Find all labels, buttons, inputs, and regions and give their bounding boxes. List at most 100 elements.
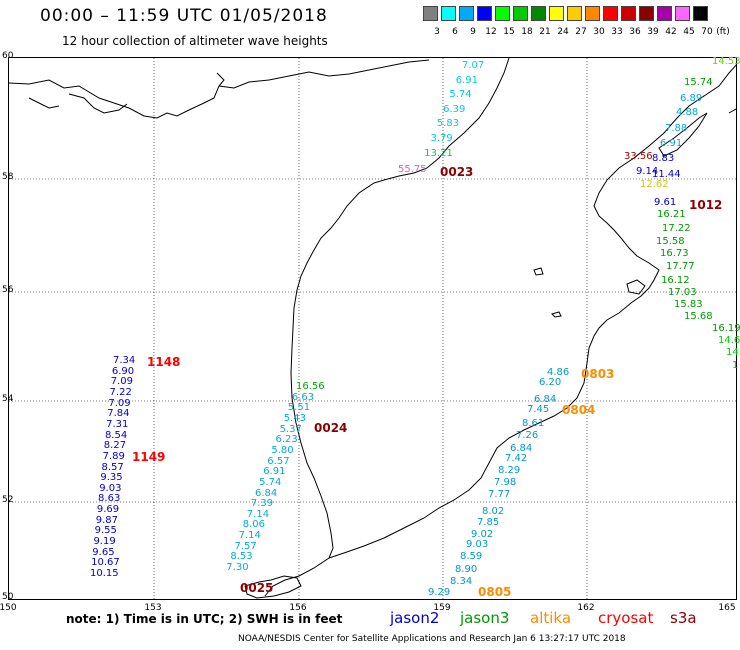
legend-swatch — [621, 6, 636, 21]
track-east-value: 8.61 — [522, 418, 545, 429]
legend-swatch — [657, 6, 672, 21]
legend-label: 27 — [575, 27, 587, 37]
track-east-value: 7.42 — [505, 453, 528, 464]
units-note: note: 1) Time is in UTC; 2) SWH is in fe… — [66, 612, 343, 626]
map-subtitle: 12 hour collection of altimeter wave hei… — [62, 34, 328, 48]
track-west-value: 7.89 — [102, 450, 125, 462]
track-north-value: 3.79 — [430, 133, 453, 144]
track-northeast-value: 16.21 — [657, 209, 686, 220]
lat-lon-grid — [9, 58, 736, 599]
track-west-value: 10.15 — [90, 568, 119, 579]
track-west-value: 7.34 — [113, 355, 136, 366]
latitude-label: 56 — [2, 285, 14, 295]
legend-swatch — [441, 6, 456, 21]
track-west-value: 8.54 — [104, 429, 128, 441]
track-time-label: 0023 — [440, 165, 474, 179]
legend-label: 21 — [539, 27, 551, 37]
track-north-value: 55.75 — [398, 164, 427, 175]
track-time-label: 1148 — [147, 355, 181, 369]
track-east-value: 8.59 — [460, 551, 483, 562]
legend-unit: (ft) — [716, 27, 730, 37]
track-north-value: 13.21 — [424, 147, 453, 159]
track-center-value: 6.63 — [291, 391, 315, 403]
track-northeast-value: 15.68 — [684, 311, 713, 322]
track-center-value: 5.51 — [287, 402, 311, 414]
track-west-value: 7.09 — [110, 376, 133, 388]
track-center-value: 7.30 — [226, 562, 249, 574]
track-east-value: 9.29 — [428, 587, 451, 598]
track-east-value: 6.20 — [539, 377, 562, 388]
track-east-value: 7.26 — [516, 430, 539, 441]
coastline — [9, 58, 736, 599]
track-west-value: 6.90 — [111, 365, 135, 377]
satellite-name: jason2 — [390, 609, 440, 627]
legend-label: 3 — [434, 27, 440, 37]
legend-swatch — [531, 6, 546, 21]
track-center-value: 6.91 — [263, 466, 286, 478]
track-center-value: 8.53 — [230, 551, 253, 563]
legend-swatch — [495, 6, 510, 21]
track-north-value: 5.83 — [436, 118, 460, 130]
track-east-value: 6.84 — [510, 443, 533, 454]
track-west-value: 8.57 — [101, 461, 124, 473]
track-east-value: 4.86 — [547, 367, 570, 378]
latitude-label: 54 — [2, 394, 14, 404]
longitude-label: 156 — [289, 603, 307, 613]
legend-swatch — [603, 6, 618, 21]
track-west-value: 9.19 — [93, 536, 116, 548]
track-northeast-value: 14.53 — [712, 56, 740, 67]
track-time-label: 0025 — [240, 581, 274, 595]
track-northeast-value: 15.58 — [656, 236, 685, 247]
track-northeast-value: 14.6 — [718, 335, 740, 346]
track-west-value: 7.84 — [107, 408, 130, 420]
track-west-value: 9.55 — [94, 525, 117, 537]
legend-label: 6 — [452, 27, 458, 37]
track-west-value: 10.67 — [91, 557, 120, 569]
track-time-label: 0803 — [581, 367, 615, 381]
track-center-value: 5.74 — [259, 476, 282, 488]
track-center-value: 6.84 — [255, 487, 278, 499]
track-east-value: 9.02 — [471, 529, 494, 540]
legend-swatch — [459, 6, 474, 21]
legend-label: 12 — [485, 27, 497, 37]
legend-swatch — [549, 6, 564, 21]
track-northeast-value: 17.22 — [662, 223, 691, 234]
legend-swatch — [567, 6, 582, 21]
track-east-value: 9.03 — [466, 539, 489, 550]
track-east-value: 7.45 — [527, 404, 550, 415]
legend-label: 45 — [683, 27, 695, 37]
track-west-value: 9.65 — [92, 546, 115, 558]
satellite-name: altika — [530, 609, 572, 627]
track-center-value: 7.14 — [238, 530, 261, 542]
track-west-value: 7.09 — [108, 397, 131, 409]
track-north-value: 5.74 — [449, 89, 472, 101]
track-north-value: 6.91 — [455, 74, 478, 86]
track-northeast-value: 6.89 — [680, 93, 703, 104]
track-north-value: 6.39 — [443, 103, 466, 115]
satellite-name: jason3 — [460, 609, 510, 627]
track-west-value: 7.31 — [106, 418, 129, 430]
track-northeast-value: 1 — [732, 360, 739, 371]
track-west-value: 8.63 — [98, 493, 121, 505]
track-west-value: 9.03 — [99, 482, 122, 494]
track-northeast-value: 15.83 — [674, 299, 703, 310]
track-center-value: 7.57 — [234, 540, 257, 552]
legend-label: 42 — [665, 27, 677, 37]
track-time-label: 0805 — [478, 585, 512, 599]
track-time-label: 0804 — [562, 403, 596, 417]
track-east-value: 8.90 — [455, 564, 478, 575]
track-northeast-value: 17.03 — [668, 287, 697, 298]
legend-label: 70 — [701, 27, 713, 37]
map-title: 00:00 – 11:59 UTC 01/05/2018 — [40, 6, 328, 26]
longitude-label: 162 — [577, 603, 595, 613]
track-east-value: 8.29 — [498, 465, 521, 476]
map-svg — [9, 58, 736, 599]
track-northeast-value: 33.56 — [624, 151, 653, 162]
legend-label: 18 — [521, 27, 533, 37]
track-center-value: 5.43 — [283, 412, 306, 424]
track-north-value: 7.07 — [462, 60, 485, 71]
legend-label: 15 — [503, 27, 515, 37]
track-northeast-value: 4.88 — [676, 107, 699, 118]
legend-swatch — [693, 6, 708, 21]
legend-label: 36 — [629, 27, 641, 37]
